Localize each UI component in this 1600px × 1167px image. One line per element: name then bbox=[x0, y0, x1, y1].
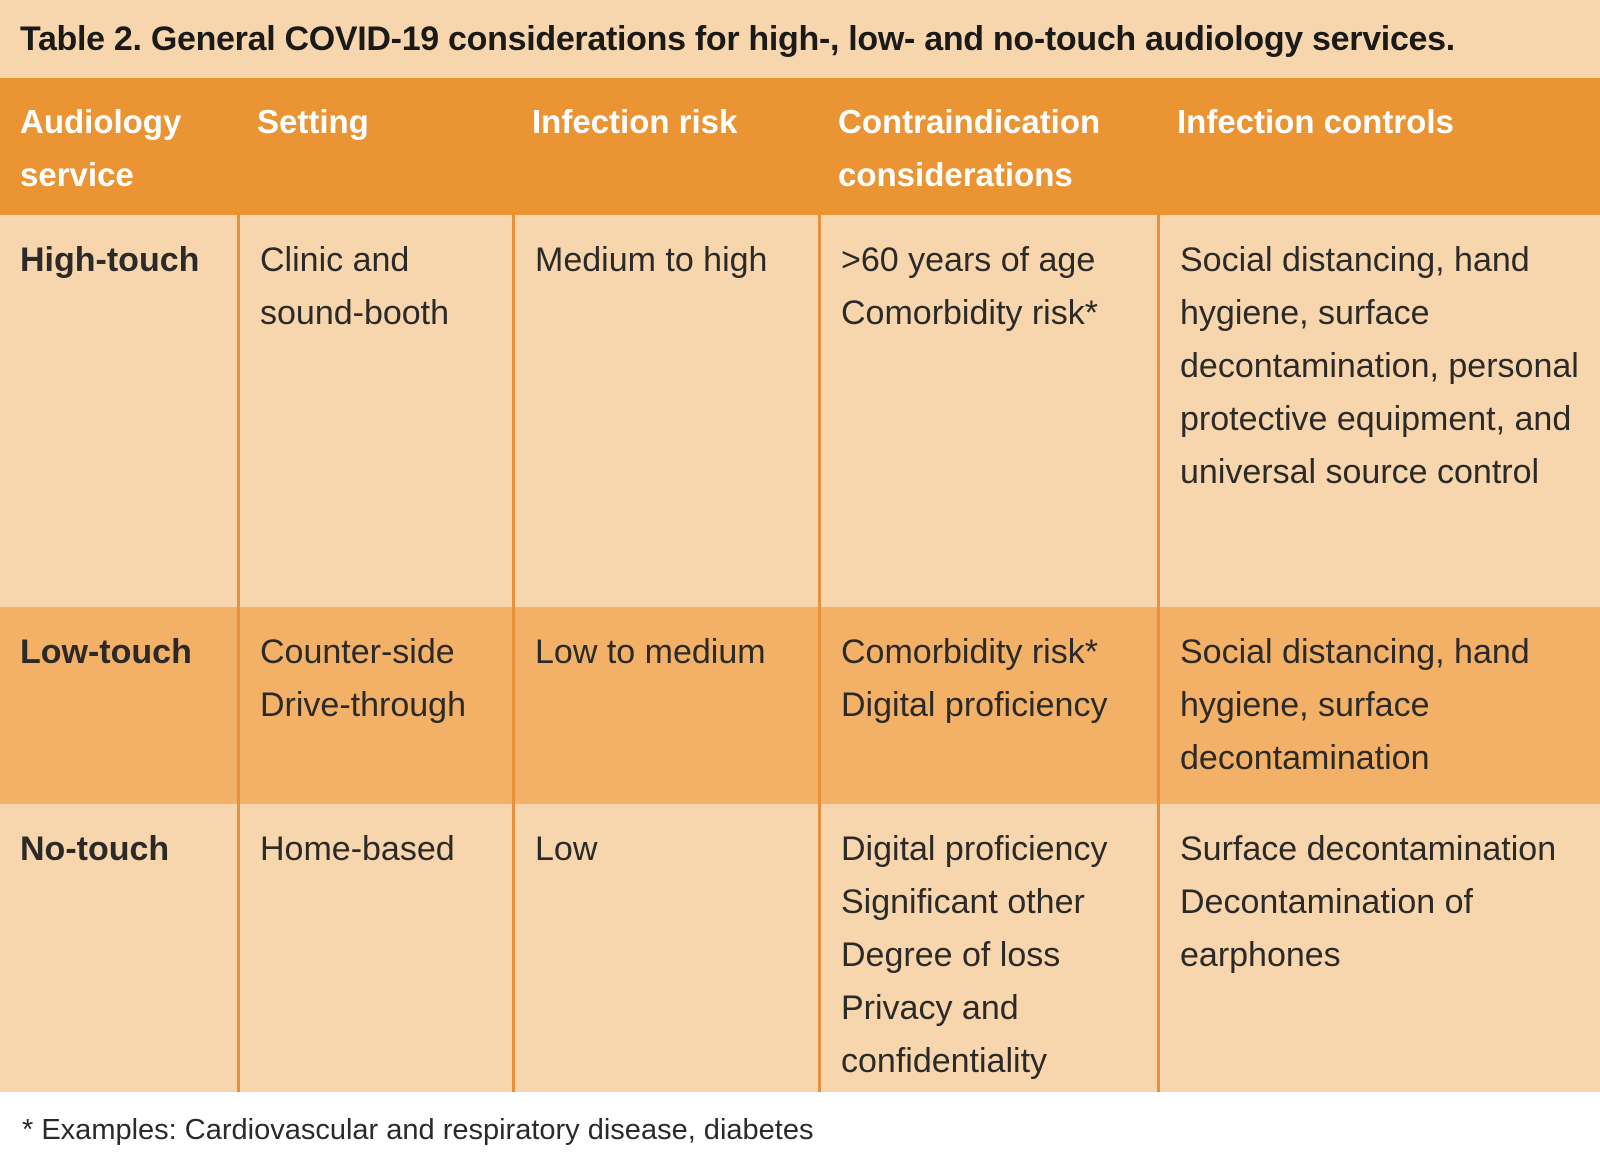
cell-line: Low bbox=[535, 830, 598, 868]
cell-line: Decontamination of earphones bbox=[1180, 883, 1473, 974]
cell-infection-risk: Medium to high bbox=[512, 215, 818, 607]
cell-contraindication-considerations: >60 years of age Comorbidity risk* bbox=[818, 215, 1157, 607]
cell-line: Clinic and sound-booth bbox=[260, 241, 450, 332]
cell-infection-controls: Social distancing, hand hygiene, surface… bbox=[1157, 607, 1600, 804]
cell-contraindication-considerations: Digital proficiency Significant other De… bbox=[818, 804, 1157, 1092]
table-header-row: Audiology service Setting Infection risk… bbox=[0, 78, 1600, 215]
cell-line: Comorbidity risk* bbox=[841, 633, 1098, 671]
cell-infection-risk: Low to medium bbox=[512, 607, 818, 804]
cell-line: No-touch bbox=[20, 830, 170, 868]
cell-line: High-touch bbox=[20, 241, 200, 279]
cell-line: Social distancing, hand hygiene, surface… bbox=[1180, 241, 1579, 491]
column-header-infection-controls: Infection controls bbox=[1177, 103, 1454, 140]
cell-contraindication-considerations: Comorbidity risk* Digital proficiency bbox=[818, 607, 1157, 804]
cell-line: Drive-through bbox=[260, 686, 466, 724]
cell-line: Counter-side bbox=[260, 633, 455, 671]
cell-line: Social distancing, hand hygiene, surface… bbox=[1180, 633, 1530, 777]
cell-line: Degree of loss bbox=[841, 936, 1061, 974]
cell-setting: Clinic and sound-booth bbox=[237, 215, 512, 607]
cell-setting: Counter-side Drive-through bbox=[237, 607, 512, 804]
cell-line: Low-touch bbox=[20, 633, 192, 671]
cell-service: High-touch bbox=[0, 215, 237, 607]
cell-setting: Home-based bbox=[237, 804, 512, 1092]
cell-line: Surface decontamination bbox=[1180, 830, 1557, 868]
cell-line: Comorbidity risk* bbox=[841, 294, 1098, 332]
table-title: Table 2. General COVID-19 considerations… bbox=[0, 0, 1600, 78]
table-row-high-touch: High-touch Clinic and sound-booth Medium… bbox=[0, 215, 1600, 607]
column-header-audiology-service: Audiology service bbox=[20, 103, 182, 193]
column-header-contraindication-considerations: Contraindication considerations bbox=[838, 103, 1101, 193]
table-row-no-touch: No-touch Home-based Low Digital proficie… bbox=[0, 804, 1600, 1092]
cell-infection-controls: Social distancing, hand hygiene, surface… bbox=[1157, 215, 1600, 607]
column-header-infection-risk: Infection risk bbox=[532, 103, 738, 140]
cell-line: Low to medium bbox=[535, 633, 766, 671]
table-footnote: * Examples: Cardiovascular and respirato… bbox=[22, 1114, 814, 1146]
cell-infection-risk: Low bbox=[512, 804, 818, 1092]
cell-service: No-touch bbox=[0, 804, 237, 1092]
cell-line: Significant other bbox=[841, 883, 1085, 921]
cell-service: Low-touch bbox=[0, 607, 237, 804]
cell-line: Digital proficiency bbox=[841, 830, 1108, 868]
table-row-low-touch: Low-touch Counter-side Drive-through Low… bbox=[0, 607, 1600, 804]
cell-line: Privacy and confidentiality bbox=[841, 989, 1048, 1080]
cell-infection-controls: Surface decontamination Decontamination … bbox=[1157, 804, 1600, 1092]
cell-line: >60 years of age bbox=[841, 241, 1096, 279]
cell-line: Home-based bbox=[260, 830, 455, 868]
cell-line: Medium to high bbox=[535, 241, 768, 279]
column-header-setting: Setting bbox=[257, 103, 369, 140]
cell-line: Digital proficiency bbox=[841, 686, 1108, 724]
